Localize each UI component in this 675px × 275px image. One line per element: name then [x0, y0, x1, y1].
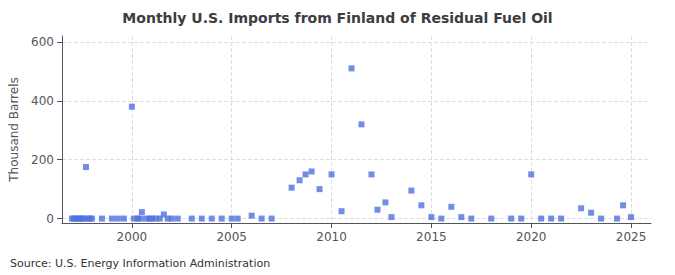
svg-text:Monthly U.S. Imports from Finl: Monthly U.S. Imports from Finland of Res…	[122, 10, 552, 26]
svg-text:2005: 2005	[216, 230, 247, 244]
svg-text:2025: 2025	[616, 230, 647, 244]
svg-text:0: 0	[46, 212, 54, 226]
svg-text:Thousand Barrels: Thousand Barrels	[7, 77, 21, 182]
svg-text:400: 400	[31, 94, 54, 108]
svg-text:2010: 2010	[316, 230, 347, 244]
svg-text:2000: 2000	[117, 230, 148, 244]
svg-text:2020: 2020	[516, 230, 547, 244]
svg-text:200: 200	[31, 153, 54, 167]
svg-text:600: 600	[31, 35, 54, 49]
svg-text:2015: 2015	[416, 230, 447, 244]
svg-text:Source: U.S. Energy Informatio: Source: U.S. Energy Information Administ…	[10, 257, 270, 270]
